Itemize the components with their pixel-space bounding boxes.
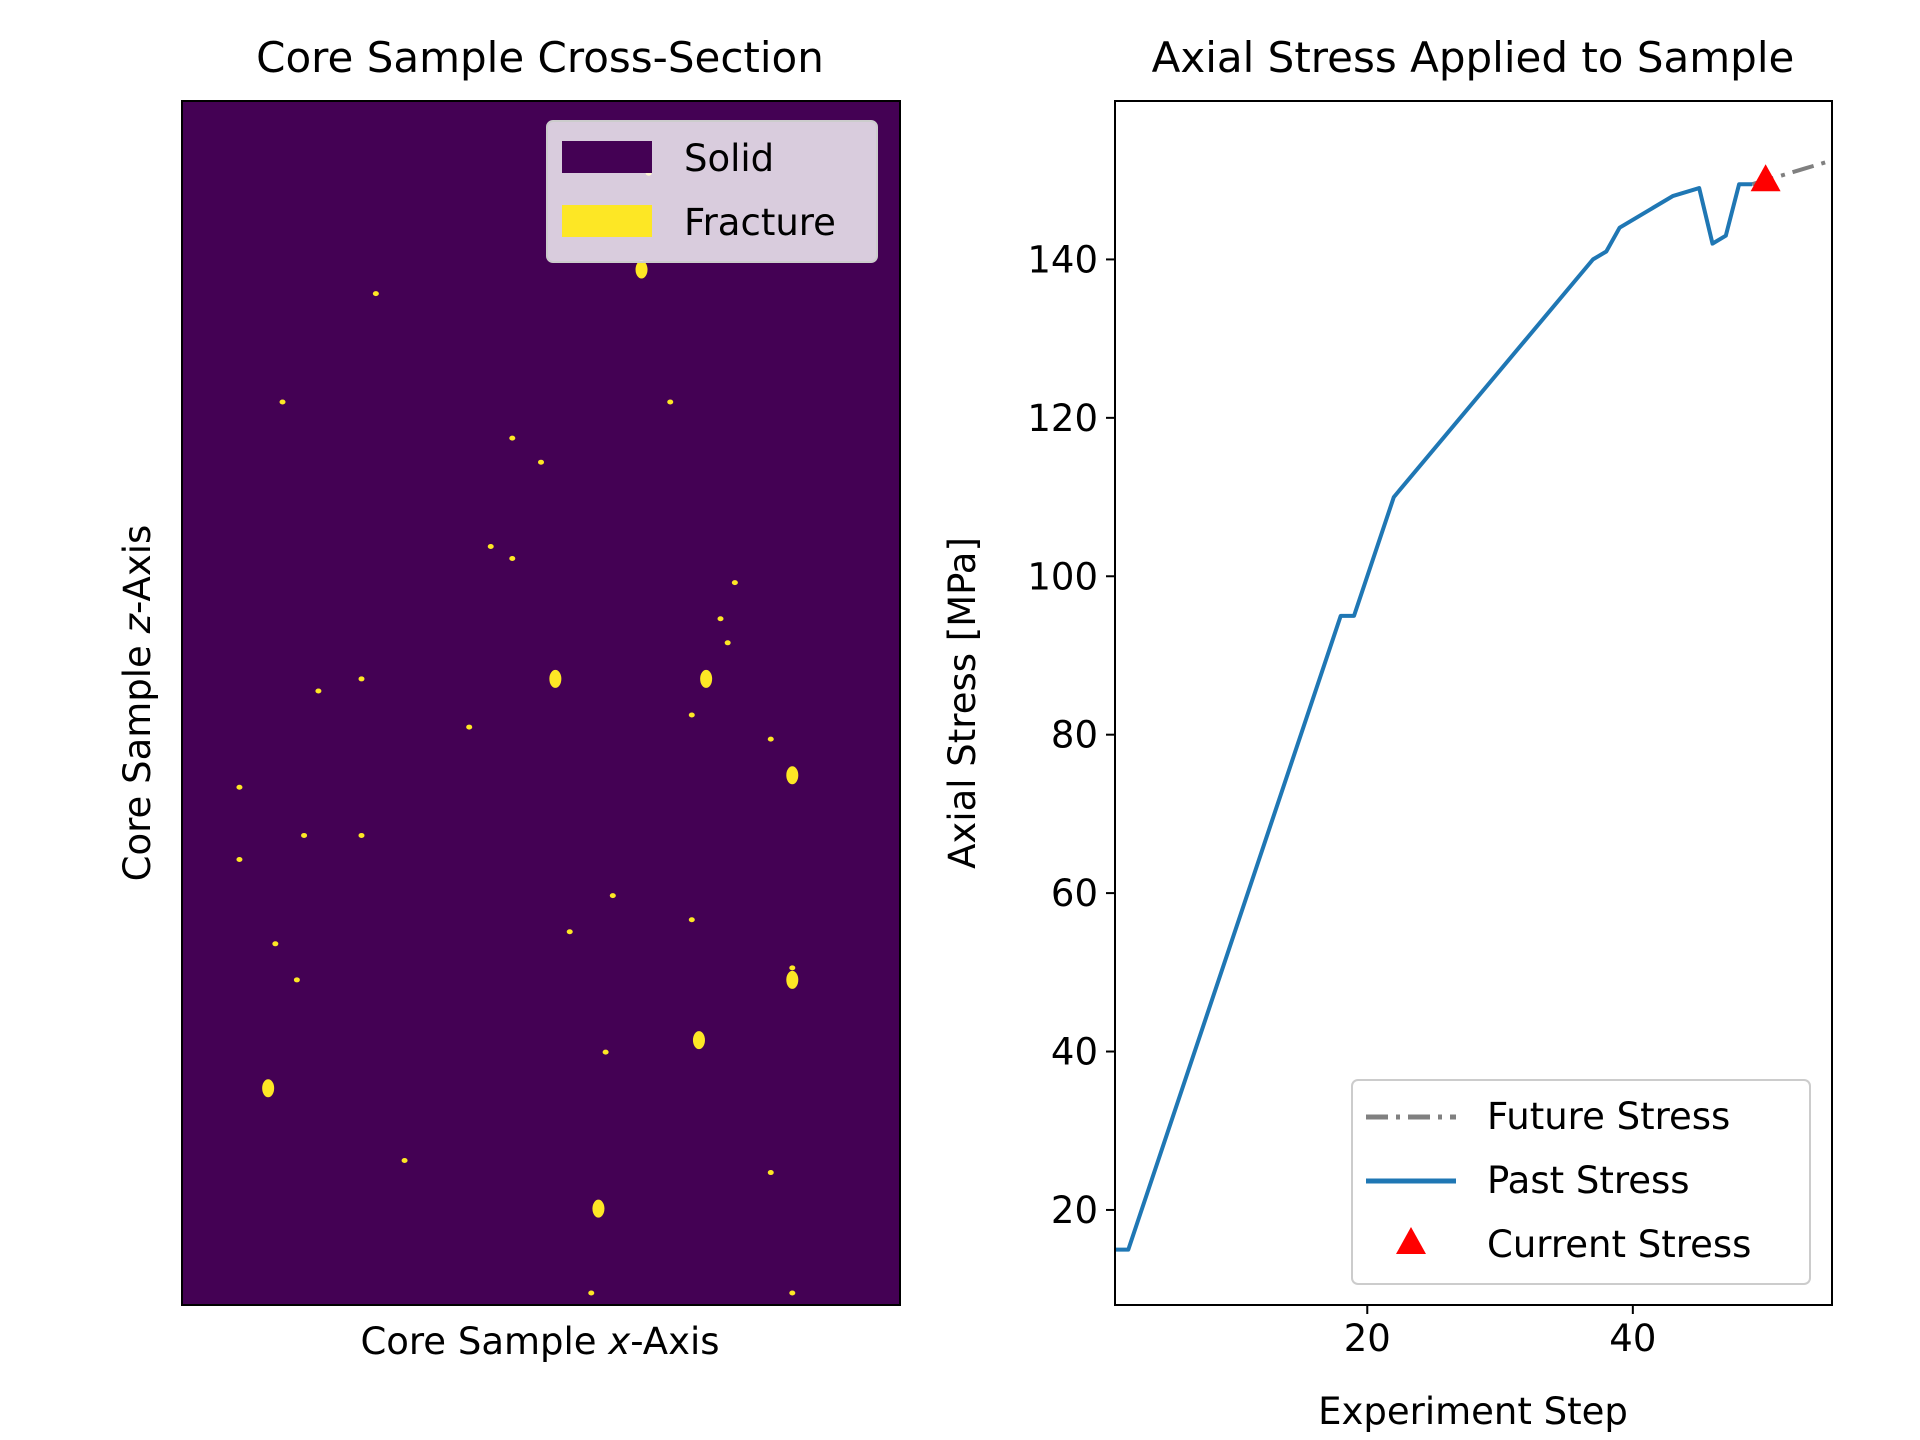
fracture-spot [602,1049,609,1055]
legend-current-label: Current Stress [1487,1223,1751,1266]
fracture-spot [789,965,796,971]
legend-fracture-swatch [562,205,652,237]
cross-section-panel: Core Sample Cross-Section Core Sample x-… [116,33,901,1363]
legend-future-label: Future Stress [1487,1095,1730,1138]
legend-past-label: Past Stress [1487,1159,1690,1202]
y-tick-label: 60 [1051,872,1098,915]
fracture-spot [688,712,695,718]
cross-section-ylabel: Core Sample z-Axis [116,525,159,882]
cross-section-frame [181,100,901,1306]
fracture-spot [466,724,473,730]
stress-xlabel: Experiment Step [1318,1390,1628,1433]
y-tick-label: 20 [1051,1189,1098,1232]
fracture-spot [279,399,286,405]
stress-panel: Axial Stress Applied to Sample 20 40 20 40 6… [941,33,1833,1433]
x-tick-label: 40 [1609,1317,1656,1360]
y-tick-label: 120 [1027,397,1098,440]
fracture-spot [236,857,243,863]
fracture-spot [700,669,713,688]
stress-ylabel: Axial Stress [MPa] [941,537,984,869]
xlabel-post: -Axis [630,1320,719,1363]
xlabel-pre: Core Sample [360,1320,608,1363]
y-tick-label: 80 [1051,714,1098,757]
fracture-spot [688,917,695,923]
stress-plot-frame [1114,100,1833,1306]
fracture-spot [667,399,674,405]
fracture-spot [401,1158,408,1164]
fracture-spot [487,543,494,549]
current-stress-marker [1750,164,1781,192]
stress-legend-box [1351,1079,1811,1285]
fracture-spot [538,459,544,465]
legend-solid-swatch [562,141,652,173]
past-stress-line [1115,182,1753,1252]
x-tick-label: 20 [1344,1317,1391,1360]
cross-section-title: Core Sample Cross-Section [256,33,824,82]
legend-fracture-label: Fracture [684,201,836,244]
stress-legend: Future Stress Past Stress Current Stress [1351,1079,1811,1285]
fracture-spot [566,929,573,935]
fracture-spot [301,832,308,838]
fracture-spot [609,893,616,899]
stress-axis-ticks: 20 40 20 40 60 80 100 120 140 [1027,238,1656,1360]
y-tick-label: 140 [1027,238,1098,281]
fracture-spot [272,941,279,947]
cross-section-legend: Solid Fracture [546,120,878,263]
fracture-spot [549,669,562,688]
fracture-spot [767,736,774,742]
fracture-spot [717,616,724,622]
stress-title: Axial Stress Applied to Sample [1152,33,1795,82]
fracture-spot [786,766,799,785]
cross-section-xlabel: Core Sample x-Axis [360,1320,719,1363]
fracture-spot [509,556,516,562]
ylabel-var: z [116,612,159,634]
fracture-spot [372,291,379,297]
y-tick-label: 100 [1027,555,1098,598]
fracture-spot [789,1290,796,1296]
fracture-spot [731,580,738,586]
xlabel-var: x [607,1320,631,1363]
fracture-spots [236,158,799,1296]
fracture-spot [692,1031,705,1050]
fracture-spot [767,1170,774,1176]
fracture-spot [786,970,799,989]
fracture-spot [592,1199,605,1218]
fracture-spot [588,1290,595,1296]
cross-section-image [182,101,900,1305]
fracture-spot [358,832,365,838]
fracture-spot [509,435,516,441]
fracture-spot [236,784,243,790]
current-stress-marker-layer [1750,164,1781,192]
ylabel-pre: Core Sample [116,633,159,881]
fracture-spot [358,676,365,682]
fracture-spot [293,977,300,983]
fracture-spot [315,688,322,694]
fracture-spot [262,1079,275,1098]
fracture-spot [724,640,731,646]
y-tick-label: 40 [1051,1031,1098,1074]
fracture-spot [635,260,648,279]
legend-current-marker [1396,1227,1426,1254]
legend-solid-label: Solid [684,137,774,180]
ylabel-post: -Axis [116,525,159,614]
